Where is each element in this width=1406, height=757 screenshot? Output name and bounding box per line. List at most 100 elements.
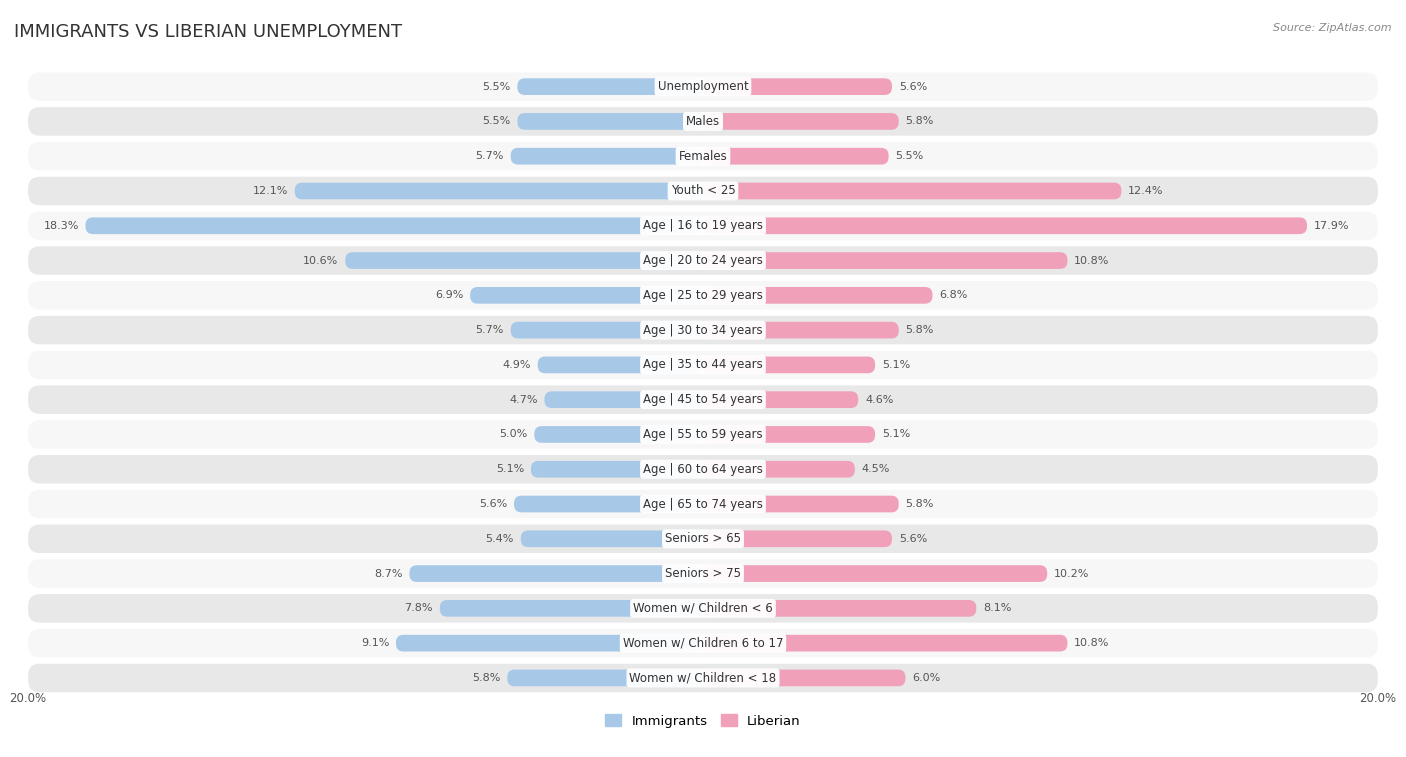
Text: 17.9%: 17.9% bbox=[1313, 221, 1350, 231]
Text: 6.0%: 6.0% bbox=[912, 673, 941, 683]
FancyBboxPatch shape bbox=[508, 670, 703, 687]
FancyBboxPatch shape bbox=[703, 252, 1067, 269]
FancyBboxPatch shape bbox=[28, 664, 1378, 692]
Text: 5.6%: 5.6% bbox=[479, 499, 508, 509]
FancyBboxPatch shape bbox=[28, 385, 1378, 414]
FancyBboxPatch shape bbox=[703, 322, 898, 338]
Text: Unemployment: Unemployment bbox=[658, 80, 748, 93]
FancyBboxPatch shape bbox=[470, 287, 703, 304]
Text: 20.0%: 20.0% bbox=[10, 692, 46, 705]
Text: Seniors > 75: Seniors > 75 bbox=[665, 567, 741, 580]
Text: 12.4%: 12.4% bbox=[1128, 186, 1164, 196]
Text: 9.1%: 9.1% bbox=[361, 638, 389, 648]
Text: 18.3%: 18.3% bbox=[44, 221, 79, 231]
FancyBboxPatch shape bbox=[520, 531, 703, 547]
Text: Age | 45 to 54 years: Age | 45 to 54 years bbox=[643, 393, 763, 407]
Text: 8.7%: 8.7% bbox=[374, 569, 402, 578]
Text: Women w/ Children < 18: Women w/ Children < 18 bbox=[630, 671, 776, 684]
Text: 5.0%: 5.0% bbox=[499, 429, 527, 440]
FancyBboxPatch shape bbox=[703, 217, 1308, 234]
FancyBboxPatch shape bbox=[295, 182, 703, 199]
FancyBboxPatch shape bbox=[28, 559, 1378, 588]
FancyBboxPatch shape bbox=[440, 600, 703, 617]
Text: Youth < 25: Youth < 25 bbox=[671, 185, 735, 198]
FancyBboxPatch shape bbox=[28, 73, 1378, 101]
FancyBboxPatch shape bbox=[346, 252, 703, 269]
Text: 5.7%: 5.7% bbox=[475, 151, 503, 161]
Text: 5.1%: 5.1% bbox=[496, 464, 524, 474]
Text: 5.1%: 5.1% bbox=[882, 429, 910, 440]
Text: 5.7%: 5.7% bbox=[475, 325, 503, 335]
Text: 6.9%: 6.9% bbox=[434, 291, 464, 301]
Text: 5.6%: 5.6% bbox=[898, 534, 927, 544]
Text: 5.8%: 5.8% bbox=[905, 117, 934, 126]
FancyBboxPatch shape bbox=[28, 455, 1378, 484]
FancyBboxPatch shape bbox=[703, 496, 898, 512]
Text: Age | 65 to 74 years: Age | 65 to 74 years bbox=[643, 497, 763, 510]
FancyBboxPatch shape bbox=[534, 426, 703, 443]
Text: 5.8%: 5.8% bbox=[905, 499, 934, 509]
Text: 5.1%: 5.1% bbox=[882, 360, 910, 370]
FancyBboxPatch shape bbox=[28, 525, 1378, 553]
FancyBboxPatch shape bbox=[28, 594, 1378, 622]
Text: IMMIGRANTS VS LIBERIAN UNEMPLOYMENT: IMMIGRANTS VS LIBERIAN UNEMPLOYMENT bbox=[14, 23, 402, 41]
FancyBboxPatch shape bbox=[703, 461, 855, 478]
Text: Seniors > 65: Seniors > 65 bbox=[665, 532, 741, 545]
FancyBboxPatch shape bbox=[703, 531, 891, 547]
FancyBboxPatch shape bbox=[28, 107, 1378, 136]
FancyBboxPatch shape bbox=[703, 600, 976, 617]
Text: 10.2%: 10.2% bbox=[1054, 569, 1090, 578]
FancyBboxPatch shape bbox=[510, 148, 703, 164]
Text: 4.9%: 4.9% bbox=[502, 360, 531, 370]
FancyBboxPatch shape bbox=[703, 635, 1067, 652]
Text: 4.7%: 4.7% bbox=[509, 394, 537, 405]
FancyBboxPatch shape bbox=[28, 176, 1378, 205]
FancyBboxPatch shape bbox=[703, 113, 898, 129]
Text: 10.8%: 10.8% bbox=[1074, 256, 1109, 266]
Legend: Immigrants, Liberian: Immigrants, Liberian bbox=[600, 709, 806, 733]
FancyBboxPatch shape bbox=[703, 357, 875, 373]
Text: 6.8%: 6.8% bbox=[939, 291, 967, 301]
Text: Age | 20 to 24 years: Age | 20 to 24 years bbox=[643, 254, 763, 267]
FancyBboxPatch shape bbox=[510, 322, 703, 338]
FancyBboxPatch shape bbox=[28, 420, 1378, 449]
FancyBboxPatch shape bbox=[703, 426, 875, 443]
Text: 5.8%: 5.8% bbox=[472, 673, 501, 683]
Text: 4.5%: 4.5% bbox=[862, 464, 890, 474]
FancyBboxPatch shape bbox=[703, 182, 1122, 199]
FancyBboxPatch shape bbox=[28, 490, 1378, 519]
Text: 8.1%: 8.1% bbox=[983, 603, 1011, 613]
FancyBboxPatch shape bbox=[515, 496, 703, 512]
FancyBboxPatch shape bbox=[86, 217, 703, 234]
FancyBboxPatch shape bbox=[409, 565, 703, 582]
FancyBboxPatch shape bbox=[517, 113, 703, 129]
Text: 4.6%: 4.6% bbox=[865, 394, 893, 405]
Text: 20.0%: 20.0% bbox=[1360, 692, 1396, 705]
Text: Age | 55 to 59 years: Age | 55 to 59 years bbox=[643, 428, 763, 441]
FancyBboxPatch shape bbox=[28, 281, 1378, 310]
FancyBboxPatch shape bbox=[703, 78, 891, 95]
FancyBboxPatch shape bbox=[28, 142, 1378, 170]
Text: Women w/ Children < 6: Women w/ Children < 6 bbox=[633, 602, 773, 615]
Text: 5.8%: 5.8% bbox=[905, 325, 934, 335]
FancyBboxPatch shape bbox=[28, 350, 1378, 379]
FancyBboxPatch shape bbox=[517, 78, 703, 95]
FancyBboxPatch shape bbox=[544, 391, 703, 408]
Text: 5.4%: 5.4% bbox=[485, 534, 515, 544]
FancyBboxPatch shape bbox=[396, 635, 703, 652]
Text: Age | 25 to 29 years: Age | 25 to 29 years bbox=[643, 289, 763, 302]
FancyBboxPatch shape bbox=[703, 391, 858, 408]
Text: Age | 16 to 19 years: Age | 16 to 19 years bbox=[643, 220, 763, 232]
Text: 5.5%: 5.5% bbox=[482, 117, 510, 126]
Text: 10.8%: 10.8% bbox=[1074, 638, 1109, 648]
FancyBboxPatch shape bbox=[531, 461, 703, 478]
Text: 10.6%: 10.6% bbox=[304, 256, 339, 266]
FancyBboxPatch shape bbox=[28, 246, 1378, 275]
Text: Age | 30 to 34 years: Age | 30 to 34 years bbox=[643, 323, 763, 337]
Text: 5.5%: 5.5% bbox=[896, 151, 924, 161]
FancyBboxPatch shape bbox=[703, 670, 905, 687]
FancyBboxPatch shape bbox=[703, 565, 1047, 582]
FancyBboxPatch shape bbox=[28, 211, 1378, 240]
FancyBboxPatch shape bbox=[537, 357, 703, 373]
FancyBboxPatch shape bbox=[28, 629, 1378, 657]
